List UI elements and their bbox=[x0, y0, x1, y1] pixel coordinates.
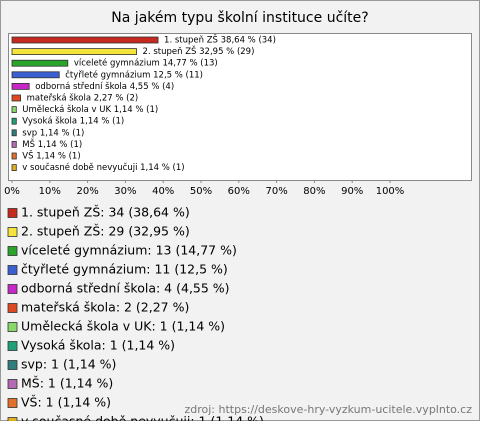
legend-label: MŠ: 1 (1,14 %) bbox=[21, 376, 113, 391]
bar bbox=[11, 36, 159, 44]
source: zdroj: https://deskove-hry-vyzkum-ucitel… bbox=[184, 403, 472, 416]
legend-label: v současné době nevyučuji: 1 (1,14 %) bbox=[21, 414, 264, 422]
bar bbox=[11, 94, 21, 102]
bar bbox=[11, 83, 30, 90]
x-tick-label: 40% bbox=[152, 186, 174, 197]
bar bbox=[11, 129, 17, 137]
value-label: Umělecká škola v UK 1,14 % (1) bbox=[22, 104, 158, 115]
legend-label: Vysoká škola: 1 (1,14 %) bbox=[21, 338, 175, 353]
legend-swatch bbox=[7, 246, 18, 256]
legend-label: Umělecká škola v UK: 1 (1,14 %) bbox=[21, 319, 225, 334]
x-tick-label: 100% bbox=[376, 186, 405, 197]
bar bbox=[11, 59, 69, 67]
value-label: mateřská škola 2,27 % (2) bbox=[27, 93, 139, 104]
value-label: VŠ 1,14 % (1) bbox=[22, 150, 80, 162]
legend-swatch bbox=[7, 417, 18, 425]
bar bbox=[11, 106, 17, 113]
value-label: v současné době nevyučuji 1,14 % (1) bbox=[22, 162, 184, 173]
bar bbox=[11, 140, 17, 148]
value-label: odborná střední škola 4,55 % (4) bbox=[35, 81, 174, 92]
plot-area bbox=[8, 33, 472, 181]
bar bbox=[11, 117, 17, 125]
bar bbox=[11, 48, 137, 55]
x-tick-label: 50% bbox=[190, 186, 212, 197]
value-label: Vysoká škola 1,14 % (1) bbox=[22, 116, 124, 127]
legend-label: čtyřleté gymnázium: 11 (12,5 %) bbox=[21, 262, 228, 277]
x-tick-label: 60% bbox=[228, 186, 250, 197]
legend-swatch bbox=[7, 303, 18, 313]
legend-swatch bbox=[7, 341, 18, 351]
value-label: víceleté gymnázium 14,77 % (13) bbox=[74, 58, 218, 69]
legend-swatch bbox=[7, 360, 18, 370]
value-label: 1. stupeň ZŠ 38,64 % (34) bbox=[164, 34, 276, 46]
bar bbox=[11, 71, 60, 79]
legend-label: víceleté gymnázium: 13 (14,77 %) bbox=[21, 243, 237, 258]
x-tick-label: 30% bbox=[114, 186, 136, 197]
legend-label: svp: 1 (1,14 %) bbox=[21, 357, 116, 372]
x-tick-label: 90% bbox=[341, 186, 363, 197]
legend-swatch bbox=[7, 379, 18, 389]
legend-label: 1. stupeň ZŠ: 34 (38,64 %) bbox=[21, 205, 190, 220]
bar bbox=[11, 164, 17, 172]
legend-swatch bbox=[7, 208, 18, 218]
x-tick-label: 20% bbox=[76, 186, 98, 197]
legend-label: VŠ: 1 (1,14 %) bbox=[21, 395, 111, 410]
chart-title: Na jakém typu školní instituce učíte? bbox=[111, 10, 368, 26]
legend-swatch bbox=[7, 284, 18, 294]
legend-swatch bbox=[7, 322, 18, 332]
x-tick-label: 10% bbox=[39, 186, 61, 197]
legend-label: mateřská škola: 2 (2,27 %) bbox=[21, 300, 189, 315]
value-label: 2. stupeň ZŠ 32,95 % (29) bbox=[143, 45, 255, 57]
x-tick-label: 70% bbox=[265, 186, 287, 197]
legend-swatch bbox=[7, 265, 18, 275]
legend-label: 2. stupeň ZŠ: 29 (32,95 %) bbox=[21, 224, 190, 239]
legend-swatch bbox=[7, 398, 18, 408]
value-label: MŠ 1,14 % (1) bbox=[22, 138, 82, 150]
legend-label: odborná střední škola: 4 (4,55 %) bbox=[21, 281, 230, 296]
x-tick-label: 0% bbox=[4, 186, 20, 197]
bar bbox=[11, 152, 17, 160]
legend-swatch bbox=[7, 227, 18, 237]
value-label: čtyřleté gymnázium 12,5 % (11) bbox=[65, 69, 203, 80]
value-label: svp 1,14 % (1) bbox=[22, 128, 84, 138]
x-tick-label: 80% bbox=[303, 186, 325, 197]
